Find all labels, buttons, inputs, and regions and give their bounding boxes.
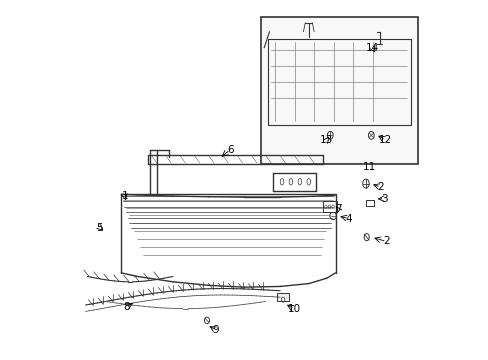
Text: 5: 5 [96,222,103,233]
Text: 2: 2 [383,237,389,247]
Text: 9: 9 [212,325,219,335]
Bar [323,202,336,212]
Text: 10: 10 [287,304,301,314]
Text: 13: 13 [319,135,333,145]
Bar [260,18,417,164]
Text: 7: 7 [334,204,341,214]
Text: 14: 14 [365,43,378,53]
Text: 3: 3 [381,194,387,203]
Text: 6: 6 [226,145,233,155]
Text: 4: 4 [345,213,351,224]
Text: 11: 11 [362,162,375,172]
Bar [276,293,288,301]
Text: 1: 1 [122,191,128,201]
Text: 2: 2 [377,182,384,192]
Bar [365,200,373,206]
Text: 8: 8 [123,302,130,312]
Text: 12: 12 [378,135,391,145]
